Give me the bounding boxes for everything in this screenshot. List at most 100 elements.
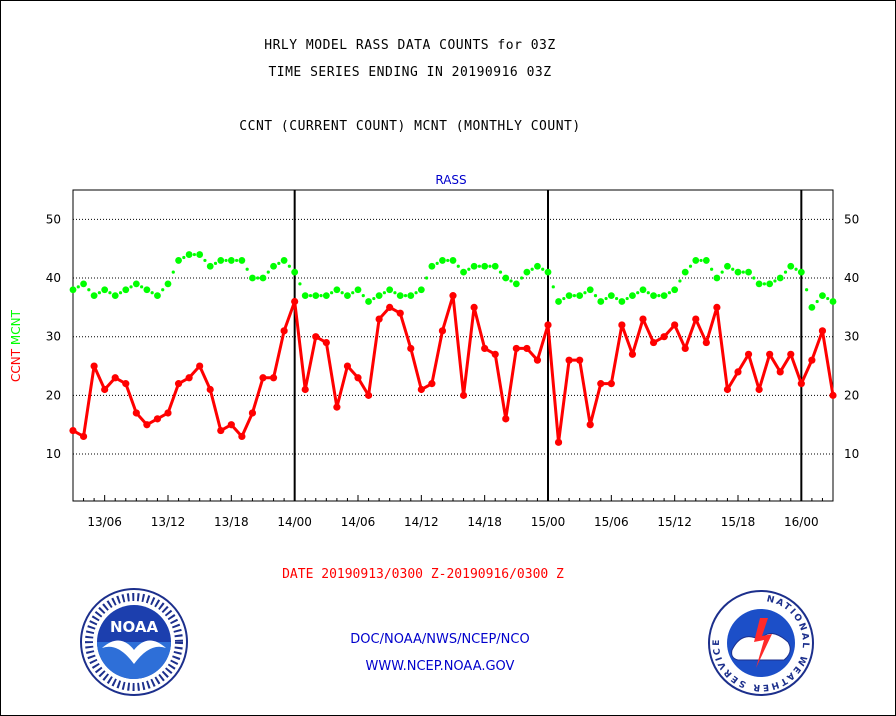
data-point-ccnt: [343, 362, 352, 370]
data-point-ccnt: [597, 380, 605, 388]
data-point-ccnt: [491, 350, 499, 358]
connector-dot-mcnt: [213, 261, 218, 265]
data-point-ccnt: [797, 380, 805, 388]
connector-dot-mcnt: [192, 252, 196, 257]
data-point-mcnt: [417, 286, 425, 294]
connector-dot-mcnt: [235, 258, 239, 263]
data-point-ccnt: [69, 426, 77, 435]
data-point-mcnt: [639, 286, 647, 294]
data-point-mcnt: [111, 292, 119, 300]
data-point-ccnt: [618, 321, 626, 329]
data-point-mcnt: [460, 268, 467, 276]
noaa-logo: NOAA: [80, 588, 188, 696]
data-point-mcnt: [217, 257, 225, 264]
data-point-mcnt: [692, 257, 700, 264]
data-point-ccnt: [523, 344, 531, 353]
x-tick-label: 13/06: [87, 515, 122, 529]
data-point-ccnt: [375, 315, 383, 323]
y-tick-label-right: 30: [844, 330, 859, 344]
data-point-mcnt: [734, 268, 742, 276]
data-point-mcnt: [259, 274, 267, 282]
data-point-mcnt: [481, 262, 489, 270]
data-point-ccnt: [185, 374, 193, 382]
data-point-mcnt: [439, 257, 446, 264]
data-point-mcnt: [650, 292, 657, 300]
x-tick-label: 13/18: [214, 515, 249, 529]
connector-dot-mcnt: [161, 288, 165, 292]
connector-dot-mcnt: [87, 288, 91, 292]
data-point-mcnt: [206, 262, 214, 270]
data-point-ccnt: [122, 380, 130, 388]
title-line-2: TIME SERIES ENDING IN 20190916 03Z: [268, 65, 552, 80]
y-tick-label-left: 10: [46, 447, 61, 461]
connector-dot-mcnt: [150, 291, 154, 295]
connector-dot-mcnt: [583, 291, 587, 295]
data-point-ccnt: [512, 344, 520, 353]
y-tick-label-left: 20: [46, 388, 61, 402]
connector-dot-mcnt: [498, 270, 503, 274]
data-point-ccnt: [248, 409, 257, 417]
data-point-ccnt: [576, 356, 584, 364]
connector-dot-mcnt: [403, 294, 408, 298]
connector-dot-mcnt: [731, 267, 735, 271]
connector-dot-mcnt: [667, 291, 671, 295]
data-point-ccnt: [586, 421, 594, 429]
data-point-mcnt: [797, 268, 805, 276]
y-axis-label-mcnt: MCNT: [9, 309, 23, 349]
data-point-mcnt: [185, 251, 193, 258]
nws-logo: NATIONAL WEATHER SERVICE: [708, 590, 814, 696]
data-point-mcnt: [523, 268, 531, 276]
data-point-ccnt: [428, 380, 436, 388]
y-axis-label: CCNT MCNT: [9, 309, 23, 382]
connector-dot-mcnt: [129, 285, 133, 289]
connector-dot-mcnt: [572, 294, 576, 298]
data-point-mcnt: [629, 292, 636, 300]
connector-dot-mcnt: [783, 270, 788, 274]
data-point-mcnt: [396, 292, 404, 300]
connector-dot-mcnt: [488, 264, 492, 268]
series-mcnt: [69, 251, 837, 311]
connector-dot-mcnt: [76, 285, 80, 289]
data-point-ccnt: [533, 356, 542, 364]
data-point-ccnt: [143, 421, 151, 429]
footer-url[interactable]: WWW.NCEP.NOAA.GOV: [365, 659, 515, 674]
connector-dot-mcnt: [118, 291, 123, 295]
connector-dot-mcnt: [425, 276, 429, 280]
x-tick-label: 15/00: [531, 515, 566, 529]
connector-dot-mcnt: [287, 264, 291, 268]
connector-dot-mcnt: [646, 291, 650, 295]
connector-dot-mcnt: [762, 282, 766, 286]
connector-dot-mcnt: [245, 267, 249, 271]
y-tick-label-right: 40: [844, 271, 859, 285]
data-point-mcnt: [291, 268, 299, 276]
data-point-mcnt: [713, 274, 721, 282]
series-ccnt: [69, 292, 837, 446]
data-point-mcnt: [776, 274, 784, 282]
data-point-ccnt: [259, 374, 267, 382]
connector-dot-mcnt: [140, 285, 144, 289]
data-point-ccnt: [174, 380, 183, 388]
data-point-mcnt: [312, 292, 320, 300]
data-point-ccnt: [829, 391, 837, 399]
connector-dot-mcnt: [351, 291, 355, 295]
connector-dot-mcnt: [456, 264, 460, 268]
connector-dot-mcnt: [593, 294, 598, 298]
data-point-ccnt: [79, 432, 88, 441]
connector-dot-mcnt: [615, 296, 619, 301]
connector-dot-mcnt: [467, 267, 471, 271]
connector-dot-mcnt: [530, 267, 534, 271]
data-point-ccnt: [554, 438, 563, 446]
data-point-mcnt: [69, 286, 77, 294]
connector-dot-mcnt: [372, 296, 376, 301]
connector-dot-mcnt: [277, 261, 281, 265]
connector-dot-mcnt: [509, 279, 513, 283]
data-point-ccnt: [333, 403, 341, 411]
y-tick-label-left: 40: [46, 271, 61, 285]
data-point-mcnt: [586, 286, 594, 294]
y-tick-label-right: 50: [844, 212, 859, 226]
data-point-mcnt: [249, 274, 256, 282]
connector-dot-mcnt: [752, 276, 756, 280]
data-point-mcnt: [702, 257, 710, 264]
connector-dot-mcnt: [520, 276, 524, 280]
x-tick-label: 13/12: [151, 515, 186, 529]
